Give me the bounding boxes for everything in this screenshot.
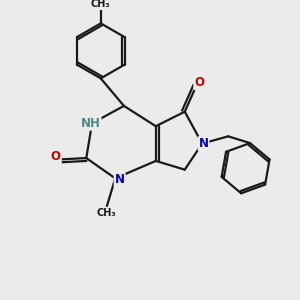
Text: O: O bbox=[51, 150, 61, 163]
Text: O: O bbox=[194, 76, 204, 89]
Text: CH₃: CH₃ bbox=[97, 208, 116, 218]
Text: N: N bbox=[199, 137, 208, 150]
Text: N: N bbox=[115, 173, 124, 186]
Text: CH₃: CH₃ bbox=[91, 0, 111, 9]
Text: NH: NH bbox=[81, 117, 100, 130]
